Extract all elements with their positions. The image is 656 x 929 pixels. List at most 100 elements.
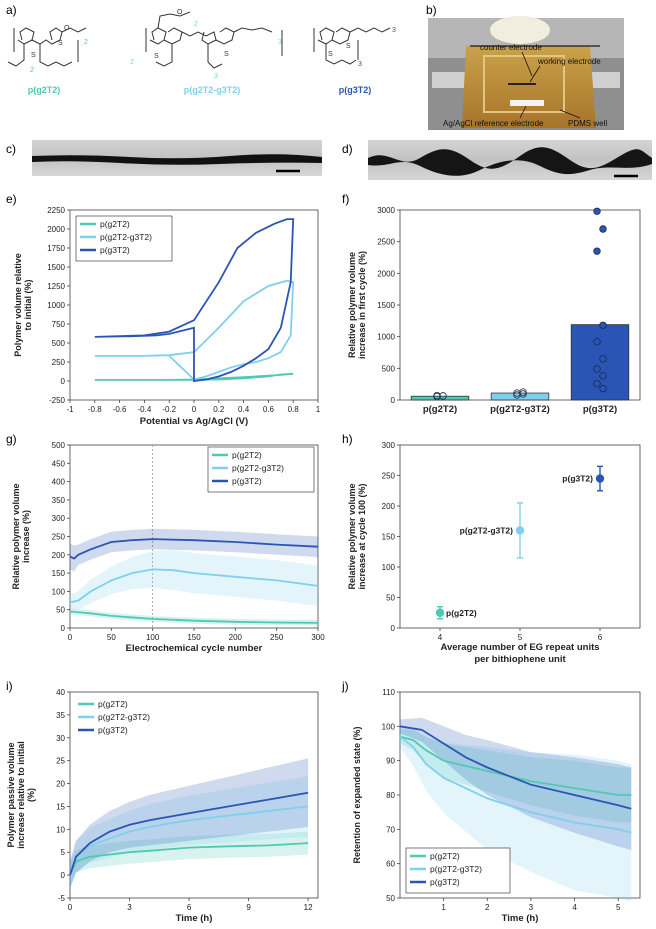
y-tick-label: 25	[56, 757, 65, 766]
error-band	[400, 726, 632, 902]
structure-name-g3T2: p(g3T2)	[339, 85, 372, 95]
y-tick-label: 2250	[47, 206, 65, 215]
pointer-line	[559, 109, 581, 119]
data-point	[593, 207, 601, 215]
panel-label-a: a)	[6, 3, 17, 17]
x-tick-label: 0.2	[213, 405, 225, 414]
atom-s: S	[328, 51, 333, 58]
panel-d: d)	[342, 140, 652, 180]
y-tick-label: 200	[52, 551, 66, 560]
y-tick-label: 20	[56, 780, 65, 789]
data-point	[593, 338, 601, 346]
subscript: 2	[194, 21, 198, 28]
legend-entry: p(g2T2)	[232, 450, 262, 460]
series-line-1	[69, 568, 319, 604]
x-tick-label: 5	[616, 903, 621, 912]
point-label: p(g2T2-g3T2)	[460, 525, 514, 535]
plot-frame	[69, 691, 319, 899]
y-tick-label: 1000	[47, 301, 65, 310]
x-tick-label: 6	[598, 633, 603, 642]
data-point	[599, 321, 607, 329]
legend-entry: p(g2T2-g3T2)	[98, 712, 150, 722]
y-axis-label: Polymer passive volume	[6, 742, 16, 847]
label-pdms-well: PDMS well	[568, 119, 607, 128]
y-tick-label: 3000	[377, 206, 395, 215]
data-point	[599, 355, 607, 363]
x-tick-label: 5	[518, 633, 523, 642]
y-tick-label: 80	[386, 791, 395, 800]
y-tick-label: 100	[382, 563, 396, 572]
light-glare	[490, 16, 550, 44]
x-tick-label: 4	[572, 903, 577, 912]
legend-entry: p(g2T2-g3T2)	[232, 463, 284, 473]
data-point	[593, 247, 601, 255]
panel-b: b) counter electrode working electrode A…	[426, 3, 624, 130]
subscript: 3	[278, 39, 282, 46]
y-tick-label: 2000	[377, 269, 395, 278]
y-tick-label: -5	[58, 894, 66, 903]
y-tick-label: -250	[49, 396, 66, 405]
legend-entry: p(g3T2)	[98, 725, 128, 735]
y-tick-label: 110	[382, 688, 395, 697]
subscript: 2	[130, 59, 134, 66]
y-tick-label: 0	[61, 624, 66, 633]
atom-o: O	[64, 25, 70, 32]
series-line-2	[69, 538, 319, 560]
x-tick-label: 100	[146, 633, 160, 642]
x-category-label: p(g2T2-g3T2)	[490, 404, 550, 415]
legend-entry: p(g3T2)	[430, 877, 460, 887]
structure-p-g3T2	[313, 27, 391, 65]
error-band	[70, 776, 309, 889]
data-point	[515, 526, 525, 535]
x-tick-label: 0	[68, 633, 73, 642]
error-band	[70, 550, 318, 611]
y-tick-label: 40	[56, 688, 65, 697]
panel-label-i: i)	[6, 679, 13, 693]
y-tick-label: 60	[386, 860, 395, 869]
data-point	[519, 390, 527, 398]
panel-label-g: g)	[6, 432, 17, 446]
y-axis-label: (%)	[26, 788, 36, 802]
x-tick-label: 4	[438, 633, 443, 642]
y-axis-label: increase at cycle 100 (%)	[357, 483, 367, 589]
x-tick-label: -0.8	[88, 405, 102, 414]
structure-p-g2T2	[7, 27, 87, 67]
y-tick-label: 50	[386, 594, 395, 603]
chart-j: 50 60 70 80 90 100 110 1 2 3 4 5 Time (h) Retention o…	[352, 688, 641, 924]
data-point	[513, 389, 521, 397]
y-tick-label: 100	[52, 587, 66, 596]
data-point	[435, 608, 445, 617]
x-tick-label: 0.4	[238, 405, 250, 414]
panel-label-b: b)	[426, 3, 437, 17]
y-tick-label: 1500	[47, 263, 65, 272]
x-tick-label: 9	[246, 903, 251, 912]
data-point	[599, 384, 607, 393]
y-tick-label: 150	[52, 569, 66, 578]
y-tick-label: 35	[56, 711, 65, 720]
data-point	[595, 474, 605, 483]
atom-s: S	[154, 53, 159, 60]
chart-f: 0 500 1000 1500 2000 2500 3000 Relative polymer…	[347, 206, 641, 415]
y-tick-label: 250	[382, 472, 396, 481]
panel-c: c)	[6, 140, 322, 176]
x-tick-label: 0	[68, 903, 73, 912]
y-tick-label: 1750	[47, 244, 65, 253]
legend-entry: p(g2T2)	[98, 699, 128, 709]
x-tick-label: 150	[187, 633, 201, 642]
x-tick-label: 1	[441, 903, 446, 912]
x-axis-label-line2: per bithiophene unit	[474, 654, 566, 665]
x-tick-label: 2	[485, 903, 490, 912]
y-tick-label: 50	[56, 606, 65, 615]
error-band	[400, 717, 632, 850]
x-category-label: p(g3T2)	[583, 404, 617, 415]
series-line-0	[69, 610, 319, 624]
atom-s: S	[58, 40, 63, 47]
atom-s: S	[224, 51, 229, 58]
y-tick-label: 200	[382, 502, 396, 511]
x-tick-label: -0.4	[138, 405, 152, 414]
x-tick-label: 1	[316, 405, 321, 414]
y-tick-label: 150	[382, 533, 396, 542]
fibre-c	[32, 154, 322, 165]
